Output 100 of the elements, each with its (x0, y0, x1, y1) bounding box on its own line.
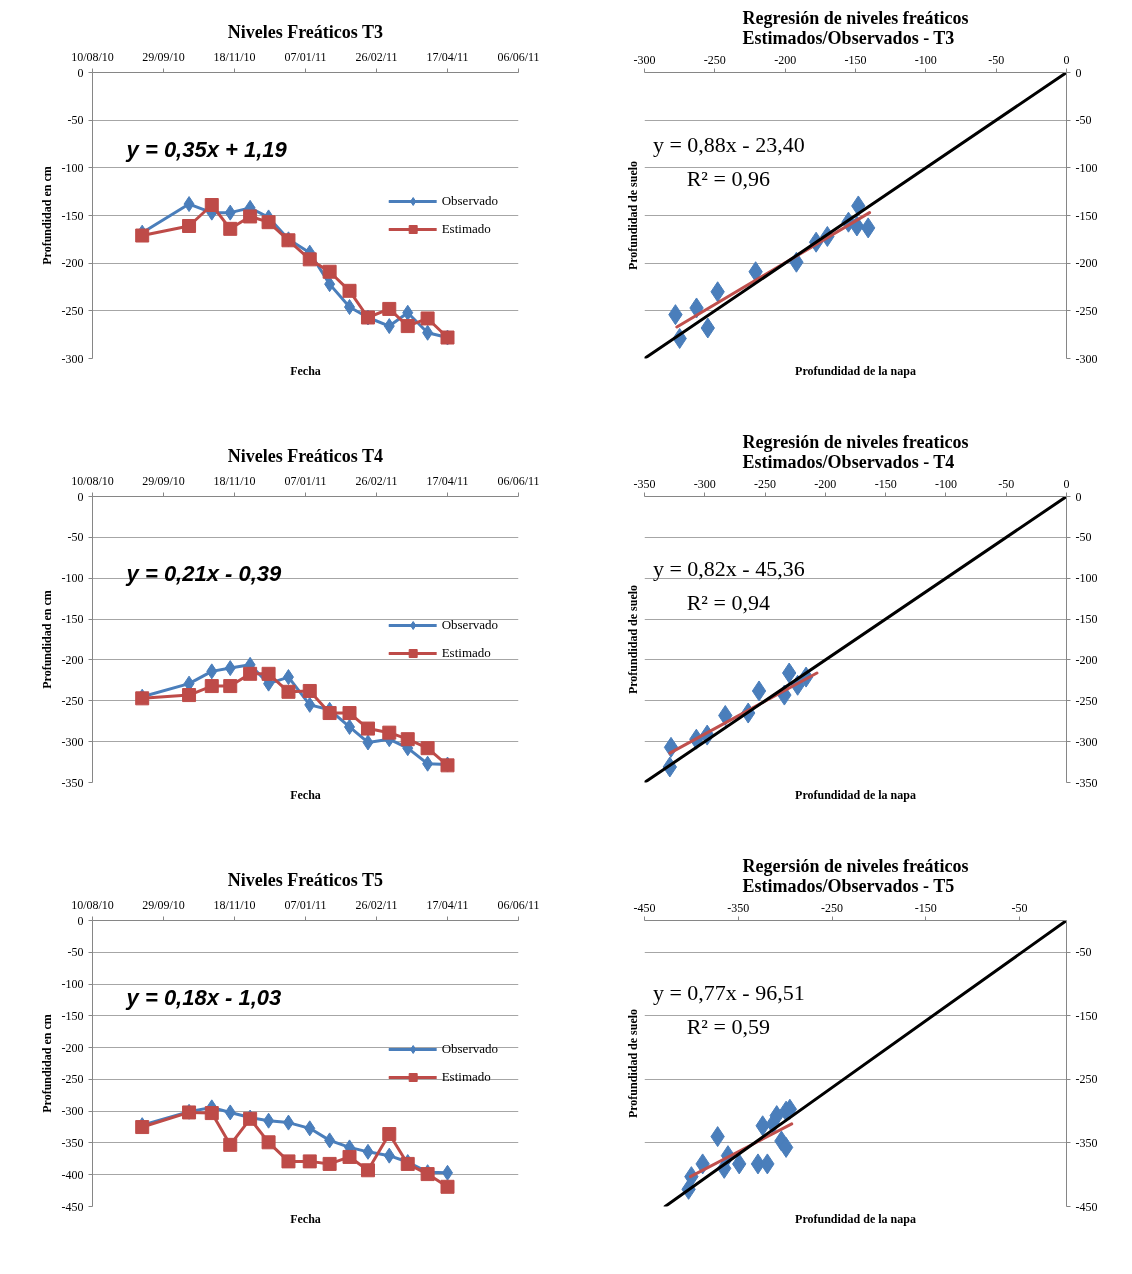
y-axis-title: Profundidad en cm (39, 590, 54, 689)
y-tick-label: 0 (1075, 489, 1082, 504)
y-tick-label: -200 (61, 256, 84, 271)
y-tick-label: -300 (61, 1104, 84, 1119)
y-tick-label: -150 (1075, 612, 1098, 627)
y-tick-label: -150 (61, 1008, 84, 1023)
x-axis-title: Fecha (290, 363, 321, 378)
y-tick-label: -450 (1075, 1199, 1098, 1214)
y-tick-label: -50 (1075, 113, 1092, 128)
x-tick-label: 18/11/10 (213, 473, 256, 488)
y-axis-title: Profundidad en cm (39, 166, 54, 265)
x-tick-label: -250 (754, 476, 777, 491)
y-tick-label: -150 (1075, 208, 1098, 223)
chart-title: Regresión de niveles freáticos Estimados/Observados - T3 (742, 7, 969, 48)
y-tick-label: -150 (61, 612, 84, 627)
x-tick-label: -350 (727, 900, 750, 915)
y-tick-label: -300 (61, 351, 84, 366)
y-tick-label: -250 (1075, 1072, 1098, 1087)
x-tick-label: 18/11/10 (213, 49, 256, 64)
x-tick-label: 10/08/10 (71, 49, 114, 64)
y-axis-title: Profundidad de suelo (625, 1008, 640, 1119)
x-tick-label: 07/01/11 (284, 49, 327, 64)
x-axis-title: Profundidad de la napa (795, 787, 916, 802)
chart-title: Niveles Freáticos T4 (227, 445, 383, 466)
x-tick-label: 06/06/11 (497, 473, 540, 488)
y-tick-label: -250 (1075, 693, 1098, 708)
x-tick-label: -300 (693, 476, 716, 491)
y-tick-label: -100 (61, 571, 84, 586)
y-axis-title: Profundidad de suelo (625, 160, 640, 271)
x-axis-title: Fecha (290, 787, 321, 802)
y-tick-label: 0 (77, 489, 84, 504)
x-tick-label: 26/02/11 (355, 473, 398, 488)
y-tick-label: -100 (1075, 160, 1098, 175)
x-tick-label: 17/04/11 (426, 49, 469, 64)
annotation: R² = 0,96 (686, 165, 770, 191)
x-tick-label: -150 (914, 900, 937, 915)
annotation: y = 0,77x - 96,51 (652, 979, 805, 1005)
x-tick-label: 07/01/11 (284, 897, 327, 912)
x-axis-title: Fecha (290, 1211, 321, 1226)
x-tick-label: 10/08/10 (71, 897, 114, 912)
x-tick-label: -300 (633, 52, 656, 67)
y-tick-label: -250 (61, 693, 84, 708)
legend-label: Observado (441, 193, 498, 209)
legend-label: Estimado (441, 1069, 491, 1085)
x-axis-title: Profundidad de la napa (795, 363, 916, 378)
y-tick-label: -350 (1075, 775, 1098, 790)
x-tick-label: -350 (633, 476, 656, 491)
x-tick-label: 06/06/11 (497, 49, 540, 64)
annotation: y = 0,35x + 1,19 (125, 137, 288, 163)
x-tick-label: -150 (874, 476, 897, 491)
y-tick-label: 0 (1075, 65, 1082, 80)
x-tick-label: 0 (1063, 476, 1070, 491)
y-tick-label: -350 (1075, 1135, 1098, 1150)
legend-label: Estimado (441, 221, 491, 237)
y-tick-label: -250 (1075, 303, 1098, 318)
y-tick-label: -200 (61, 1040, 84, 1055)
y-tick-label: -50 (67, 945, 84, 960)
y-tick-label: -50 (1075, 945, 1092, 960)
x-tick-label: -50 (988, 52, 1005, 67)
x-tick-label: 29/09/10 (142, 49, 185, 64)
annotation: y = 0,18x - 1,03 (125, 985, 282, 1011)
y-tick-label: -300 (61, 734, 84, 749)
y-tick-label: -350 (61, 1135, 84, 1150)
chart-title: Regersión de niveles freáticos Estimados/Observados - T5 (742, 855, 969, 896)
annotation: y = 0,82x - 45,36 (652, 555, 805, 581)
y-axis-title: Profundidad de suelo (625, 584, 640, 695)
legend-label: Observado (441, 1041, 498, 1057)
y-tick-label: 0 (77, 913, 84, 928)
x-tick-label: 07/01/11 (284, 473, 327, 488)
x-tick-label: 10/08/10 (71, 473, 114, 488)
x-tick-label: -450 (633, 900, 656, 915)
y-tick-label: -100 (61, 160, 84, 175)
annotation: y = 0,88x - 23,40 (652, 131, 805, 157)
y-tick-label: -200 (1075, 256, 1098, 271)
chart-title: Niveles Freáticos T3 (227, 21, 383, 42)
y-tick-label: -450 (61, 1199, 84, 1214)
y-tick-label: -350 (61, 775, 84, 790)
annotation: y = 0,21x - 0,39 (125, 561, 283, 587)
y-tick-label: -200 (1075, 652, 1098, 667)
x-tick-label: -50 (998, 476, 1015, 491)
legend-label: Observado (441, 617, 498, 633)
annotation: R² = 0,94 (686, 589, 770, 615)
x-tick-label: 0 (1063, 52, 1070, 67)
x-tick-label: -100 (934, 476, 957, 491)
y-tick-label: -100 (61, 977, 84, 992)
x-tick-label: -250 (703, 52, 726, 67)
x-tick-label: -100 (914, 52, 937, 67)
y-tick-label: -250 (61, 1072, 84, 1087)
x-tick-label: 06/06/11 (497, 897, 540, 912)
y-tick-label: -300 (1075, 351, 1098, 366)
legend-label: Estimado (441, 645, 491, 661)
y-tick-label: -300 (1075, 734, 1098, 749)
y-tick-label: -150 (1075, 1008, 1098, 1023)
y-tick-label: -100 (1075, 571, 1098, 586)
x-tick-label: 17/04/11 (426, 897, 469, 912)
x-tick-label: 18/11/10 (213, 897, 256, 912)
x-tick-label: 29/09/10 (142, 897, 185, 912)
x-tick-label: -250 (821, 900, 844, 915)
x-tick-label: -200 (814, 476, 837, 491)
x-tick-label: 26/02/11 (355, 897, 398, 912)
